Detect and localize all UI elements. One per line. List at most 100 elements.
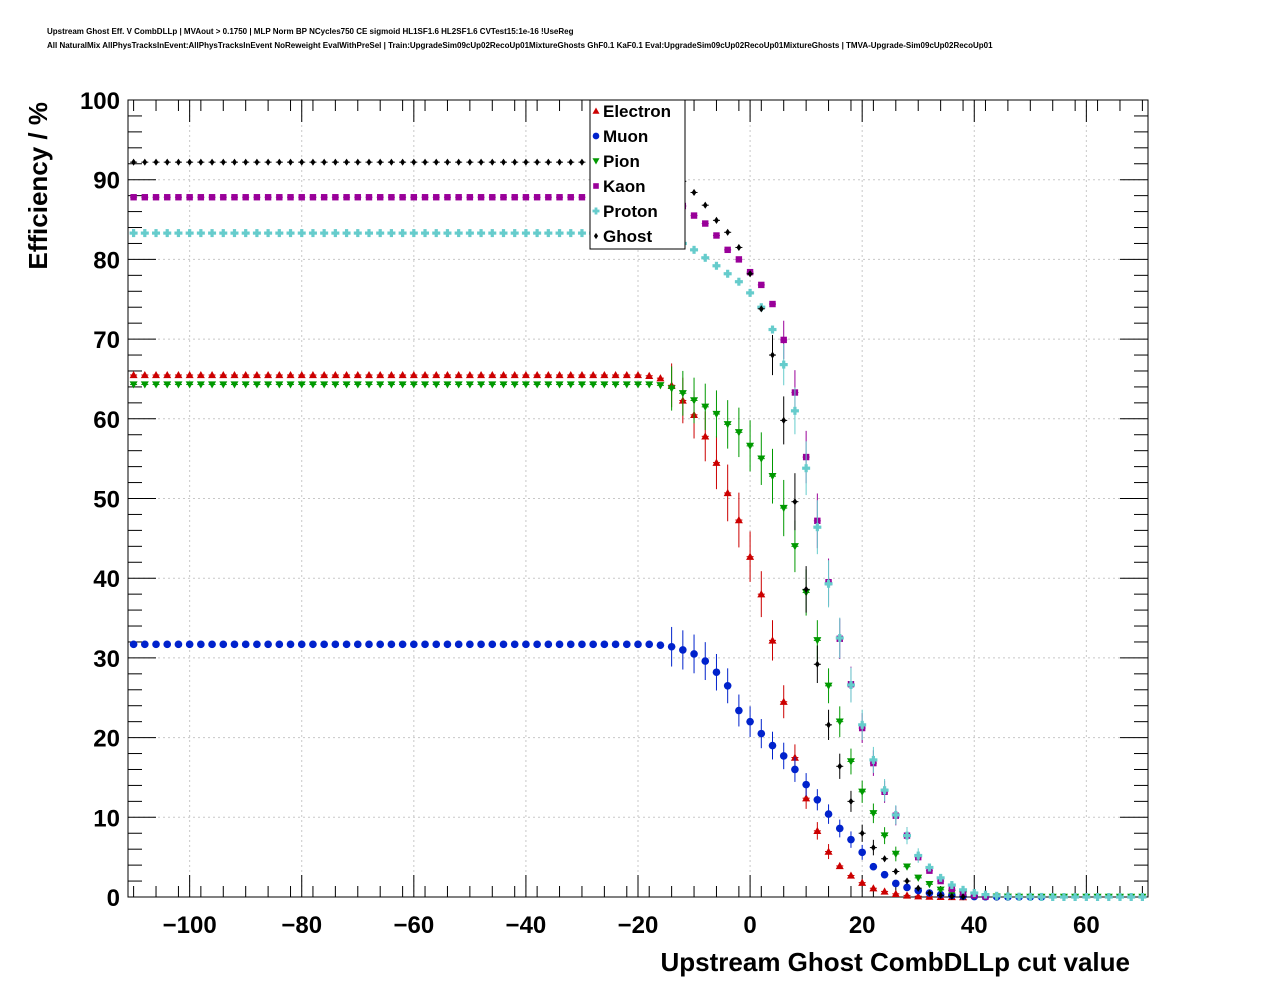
data-point [488,229,497,238]
data-point [824,579,833,588]
data-point [220,158,226,166]
data-point [310,158,316,166]
legend-box [589,99,686,250]
data-point [308,229,317,238]
data-point [701,657,710,665]
data-point [187,158,193,166]
data-point [970,889,979,898]
data-point [768,741,777,750]
data-point [174,370,183,379]
data-point [409,370,418,379]
data-point [802,780,810,789]
data-point [837,762,843,770]
data-point [320,381,329,389]
data-point [297,229,306,238]
data-point [847,835,855,844]
data-point [555,640,564,649]
data-point [891,850,900,858]
data-point [364,229,373,238]
data-point [410,194,418,201]
data-point [141,640,149,649]
data-point [230,381,239,389]
y-tick-label: 60 [93,407,120,434]
data-point [287,194,294,201]
data-point [163,370,172,379]
legend-label: Kaon [603,177,646,196]
data-point [455,194,462,201]
data-point [298,194,305,201]
x-axis-title: Upstream Ghost CombDLLp cut value [661,947,1131,977]
data-point [723,421,732,429]
data-point [792,498,798,506]
data-point [331,229,340,238]
data-point [712,668,721,677]
data-point [667,385,676,393]
legend: Electron Muon Pion Kaon Proton Ghost [589,99,686,250]
data-point [813,523,822,532]
data-point [488,381,497,389]
data-point [533,381,542,389]
data-point [343,194,350,201]
data-point [131,158,137,166]
data-point [769,300,776,308]
data-point [533,370,542,379]
data-point [366,158,372,166]
data-point [779,360,788,369]
data-point [734,516,743,524]
y-tick-label: 50 [93,487,120,514]
data-point [746,288,755,297]
y-tick-label: 30 [93,646,120,673]
data-point [129,381,138,389]
data-point [174,640,183,649]
data-point [712,458,721,466]
legend-label: Pion [603,152,640,171]
data-point [859,829,865,837]
x-tick-label: −60 [393,912,434,939]
series-electron [129,363,968,901]
data-point [880,887,889,895]
data-point [219,381,228,389]
data-point [589,640,597,649]
data-point [892,879,900,888]
data-point [927,889,932,897]
data-point [634,640,642,649]
data-point [297,381,306,389]
data-point [678,390,687,398]
data-point [477,381,486,389]
data-point [220,194,227,201]
data-point [252,381,261,389]
data-point [1048,893,1057,901]
data-point [241,370,250,379]
data-point [152,381,161,389]
data-point [714,216,719,224]
data-point [421,370,430,379]
data-point [365,194,373,201]
data-point [465,381,474,389]
data-point [320,640,328,649]
data-point [568,158,574,166]
data-point [185,640,194,649]
data-point [1026,892,1035,901]
data-point [589,370,598,379]
data-point [723,681,732,690]
data-point [690,650,698,658]
data-point [555,229,564,238]
x-tick-label: 20 [849,912,876,939]
data-point [903,863,912,871]
data-point [510,381,519,389]
data-point [344,158,349,166]
data-point [846,871,855,879]
data-point [243,158,249,166]
data-point [241,381,250,389]
data-point [925,881,934,889]
data-point [814,660,820,668]
data-point [544,381,553,389]
data-point [387,381,396,389]
data-point [914,892,923,900]
data-point [869,810,878,818]
legend-item-proton: Proton [592,202,658,221]
data-point [611,370,620,379]
data-point [791,765,799,774]
data-point [835,824,844,833]
y-tick-label: 80 [93,247,120,274]
